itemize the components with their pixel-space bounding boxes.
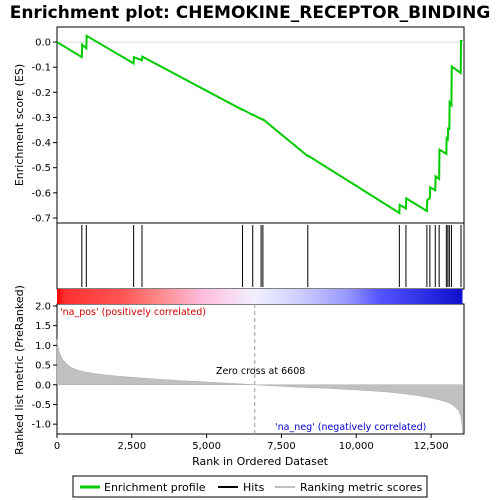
heatmap-band — [57, 289, 463, 304]
x-tick-label: 5,000 — [192, 441, 221, 452]
legend-box — [72, 475, 428, 498]
x-tick-label: 7,500 — [267, 441, 296, 452]
es-y-tick-label: -0.2 — [31, 88, 51, 99]
x-axis: 0 2,500 5,000 7,500 10,000 12,500 — [54, 434, 449, 452]
es-y-tick-label: -0.7 — [31, 213, 51, 224]
es-y-tick-label: 0.0 — [35, 38, 51, 49]
metric-panel-frame — [56, 303, 465, 435]
es-line-group — [56, 34, 463, 215]
heatmap-band-group — [57, 289, 463, 304]
es-y-tick-label: -0.4 — [31, 138, 51, 149]
metric-group — [56, 304, 463, 434]
legend-label-metric: Ranking metric scores — [300, 481, 422, 494]
es-y-tick-label: -0.3 — [31, 113, 51, 124]
x-tick-label: 2,500 — [117, 441, 146, 452]
metric-y-axis-label: Ranked list metric (PreRanked) — [13, 285, 26, 455]
chart-title: Enrichment plot: CHEMOKINE_RECEPTOR_BIND… — [10, 3, 491, 23]
es-y-tick-label: -0.6 — [31, 188, 51, 199]
metric-y-axis: 2.0 1.5 1.0 0.5 0.0 -0.5 -1.0 — [31, 301, 57, 431]
hits-group — [81, 225, 462, 287]
metric-y-tick-label: -0.5 — [31, 400, 51, 411]
es-y-tick-label: -0.5 — [31, 163, 51, 174]
na-neg-label: 'na_neg' (negatively correlated) — [275, 422, 426, 433]
es-panel-frame — [56, 26, 465, 224]
es-profile-line — [56, 34, 463, 215]
es-y-axis-label: Enrichment score (ES) — [13, 64, 26, 186]
metric-y-tick-label: -1.0 — [31, 420, 51, 431]
es-y-tick-label: -0.1 — [31, 63, 51, 74]
zero-cross-label: Zero cross at 6608 — [216, 366, 305, 377]
metric-y-tick-label: 1.5 — [35, 321, 51, 332]
metric-y-tick-label: 2.0 — [35, 301, 51, 312]
x-tick-label: 0 — [54, 441, 60, 452]
na-pos-label: 'na_pos' (positively correlated) — [60, 307, 206, 318]
x-tick-label: 10,000 — [339, 441, 374, 452]
es-y-axis: 0.0 -0.1 -0.2 -0.3 -0.4 -0.5 -0.6 -0.7 — [31, 38, 57, 224]
legend-label-enrichment: Enrichment profile — [104, 481, 206, 494]
legend: Enrichment profile Hits Ranking metric s… — [72, 475, 428, 498]
metric-y-tick-label: 1.0 — [35, 341, 51, 352]
hits-panel-frame — [56, 222, 465, 290]
x-axis-label: Rank in Ordered Dataset — [192, 455, 329, 468]
metric-y-tick-label: 0.5 — [35, 361, 51, 372]
legend-label-hits: Hits — [243, 481, 265, 494]
ranked-metric-area — [56, 339, 463, 433]
metric-y-tick-label: 0.0 — [35, 380, 51, 391]
x-tick-label: 12,500 — [414, 441, 449, 452]
